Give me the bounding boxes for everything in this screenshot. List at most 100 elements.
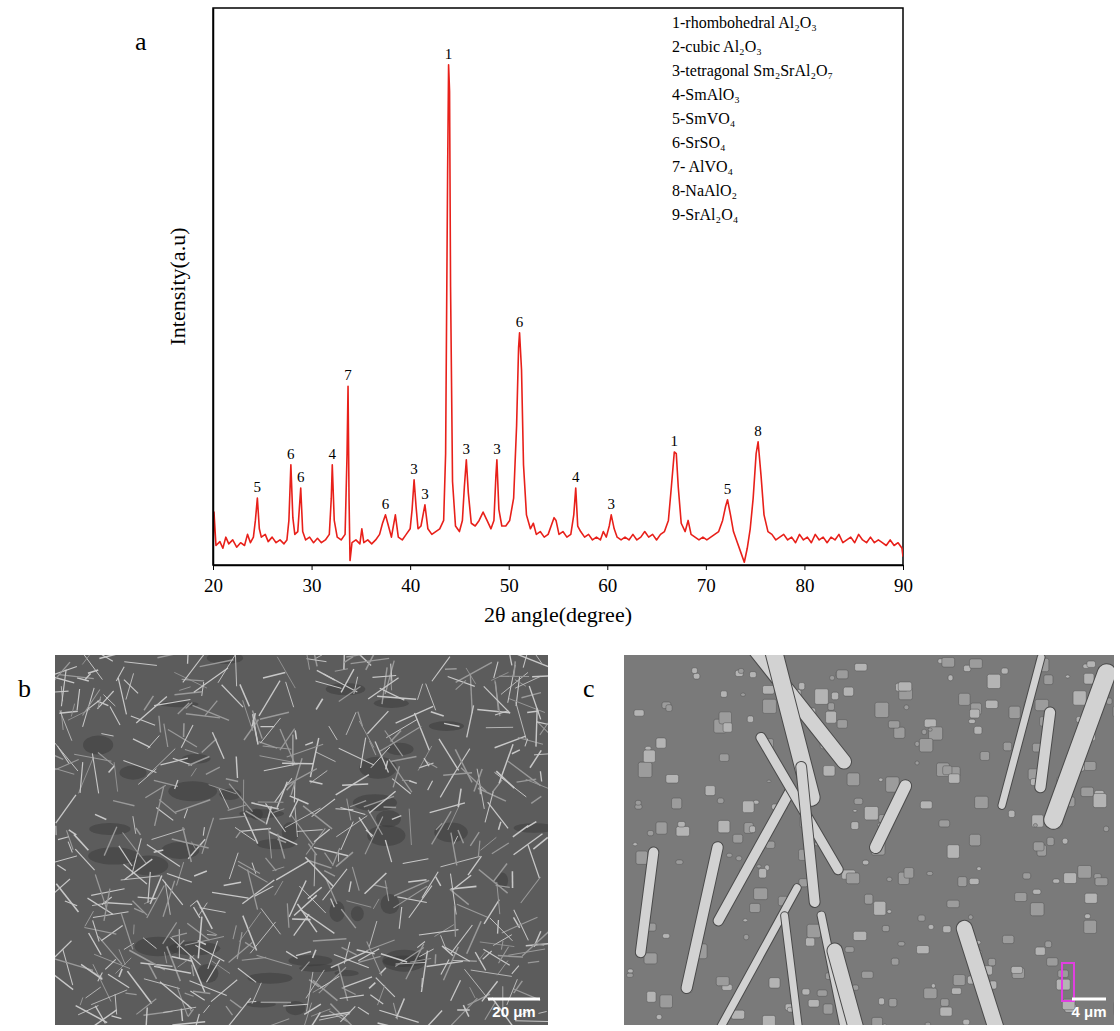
texture <box>742 801 754 813</box>
x-tick-mark <box>607 565 608 570</box>
texture <box>94 954 130 968</box>
texture <box>369 791 395 813</box>
texture <box>970 709 980 718</box>
texture <box>1084 761 1096 770</box>
texture <box>915 741 919 746</box>
texture <box>959 693 970 705</box>
x-tick: 30 <box>303 565 322 596</box>
texture <box>275 881 283 895</box>
texture <box>238 861 260 873</box>
texture <box>1084 673 1094 684</box>
texture <box>269 832 297 845</box>
texture <box>57 865 65 871</box>
texture <box>389 759 412 792</box>
texture <box>862 971 874 978</box>
x-tick-mark <box>312 565 313 570</box>
texture <box>904 705 909 710</box>
texture <box>373 899 379 909</box>
texture <box>183 827 192 862</box>
texture <box>711 888 797 1025</box>
texture <box>823 1004 833 1014</box>
texture <box>230 1000 241 1008</box>
texture <box>171 937 201 964</box>
texture <box>252 983 261 1004</box>
texture <box>1040 713 1050 788</box>
texture <box>494 864 507 882</box>
texture <box>1053 673 1106 820</box>
sem-background <box>624 655 1114 1025</box>
texture <box>458 830 464 843</box>
texture <box>172 839 209 848</box>
texture <box>114 762 117 791</box>
texture <box>393 1003 397 1019</box>
texture <box>207 655 243 664</box>
texture <box>286 682 294 707</box>
texture <box>969 834 980 846</box>
texture <box>451 833 457 866</box>
texture <box>136 999 156 1015</box>
texture <box>154 966 191 973</box>
x-tick-mark <box>509 565 510 570</box>
texture <box>384 806 397 808</box>
texture <box>1073 691 1086 705</box>
texture <box>261 1019 289 1025</box>
texture <box>288 769 317 785</box>
texture <box>509 699 545 713</box>
texture <box>98 752 114 765</box>
x-tick-mark <box>903 565 904 570</box>
texture <box>1015 893 1027 902</box>
texture <box>929 727 943 740</box>
texture <box>136 696 167 723</box>
texture <box>430 803 465 813</box>
texture <box>89 823 130 835</box>
texture <box>534 754 548 755</box>
texture <box>454 836 458 845</box>
texture <box>392 816 401 820</box>
phase-entry: 7- AlVO₄ <box>672 158 734 175</box>
texture <box>359 817 372 837</box>
texture <box>496 771 514 788</box>
texture <box>480 942 515 947</box>
texture <box>718 820 730 832</box>
texture <box>124 662 157 666</box>
texture <box>488 802 508 828</box>
texture <box>471 970 512 976</box>
texture <box>342 988 356 995</box>
texture <box>235 827 255 841</box>
texture <box>656 738 666 748</box>
x-tick-label: 70 <box>697 575 716 596</box>
texture <box>228 805 246 810</box>
texture <box>301 962 309 972</box>
peak-label: 3 <box>493 441 501 457</box>
texture <box>369 921 377 947</box>
texture <box>285 808 320 828</box>
texture <box>55 941 72 959</box>
texture <box>497 961 508 976</box>
texture <box>964 928 1017 1025</box>
texture <box>77 689 80 710</box>
texture <box>194 871 207 876</box>
peak-label: 3 <box>410 461 418 477</box>
texture <box>458 789 461 808</box>
texture <box>87 898 112 914</box>
texture <box>498 956 523 957</box>
texture <box>888 721 899 728</box>
texture <box>305 742 313 745</box>
texture <box>633 843 637 846</box>
texture <box>233 925 236 939</box>
scale-bar <box>488 998 540 1001</box>
texture <box>307 1012 320 1025</box>
texture <box>828 703 835 711</box>
texture <box>643 750 655 762</box>
texture <box>419 1011 442 1025</box>
texture <box>749 826 755 833</box>
texture <box>304 1004 321 1014</box>
texture <box>410 958 431 962</box>
texture <box>239 912 261 942</box>
texture <box>179 687 190 691</box>
texture <box>115 994 117 1014</box>
texture <box>441 959 449 974</box>
texture <box>261 908 281 934</box>
texture <box>941 999 949 1007</box>
peak-label: 5 <box>724 481 732 497</box>
